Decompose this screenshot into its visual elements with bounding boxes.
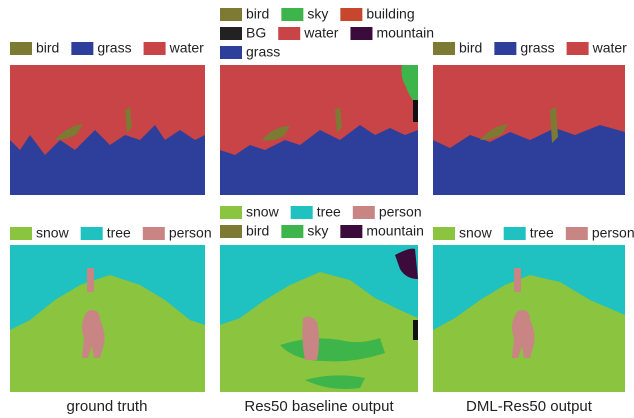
seg-image [220,245,418,392]
seg-image [10,245,205,392]
seg-image [10,65,205,195]
legend-label: water [303,25,339,41]
legend-label: grass [520,40,554,56]
legend-swatch [144,42,166,55]
legend-swatch [278,27,300,40]
legend-label: bird [246,6,269,22]
legend-label: bird [459,40,482,56]
legend-label: bird [246,223,269,239]
figure: ground truth Res50 baseline output DML-R… [0,0,634,418]
legend-label: snow [459,225,493,241]
legend-label: snow [246,204,280,220]
legend-label: grass [246,44,280,60]
legend-swatch [350,27,372,40]
legend-label: water [169,40,205,56]
legend-swatch [281,8,303,21]
legend-swatch [220,27,242,40]
legend-label: mountain [366,223,424,239]
legend-label: sky [307,223,328,239]
legend-swatch [566,227,588,240]
legend-swatch [220,8,242,21]
legend-label: person [592,225,634,241]
legend-label: BG [246,25,266,41]
legend-swatch [291,206,313,219]
caption: DML-Res50 output [466,398,593,415]
legend-swatch [433,42,455,55]
legend-label: snow [36,225,70,241]
legend-swatch [10,227,32,240]
legend-label: sky [307,6,328,22]
caption: Res50 baseline output [244,398,394,415]
legend-swatch [433,227,455,240]
legend-swatch [353,206,375,219]
legend-label: tree [317,204,341,220]
legend-label: building [366,6,414,22]
legend-label: person [379,204,422,220]
legend-label: bird [36,40,59,56]
seg-image [433,65,625,195]
legend-label: water [592,40,628,56]
legend-swatch [10,42,32,55]
legend-label: tree [107,225,131,241]
legend-label: mountain [376,25,434,41]
legend-swatch [504,227,526,240]
legend-swatch [220,206,242,219]
legend-label: tree [530,225,554,241]
seg-image [220,65,418,195]
legend-swatch [494,42,516,55]
legend-swatch [567,42,589,55]
legend-label: person [169,225,212,241]
caption: ground truth [67,398,148,415]
seg-image [433,245,625,392]
legend-label: grass [97,40,131,56]
legend-swatch [220,46,242,59]
legend-swatch [340,225,362,238]
legend-swatch [81,227,103,240]
legend-swatch [71,42,93,55]
legend-swatch [220,225,242,238]
legend-swatch [143,227,165,240]
legend-swatch [340,8,362,21]
legend-swatch [281,225,303,238]
